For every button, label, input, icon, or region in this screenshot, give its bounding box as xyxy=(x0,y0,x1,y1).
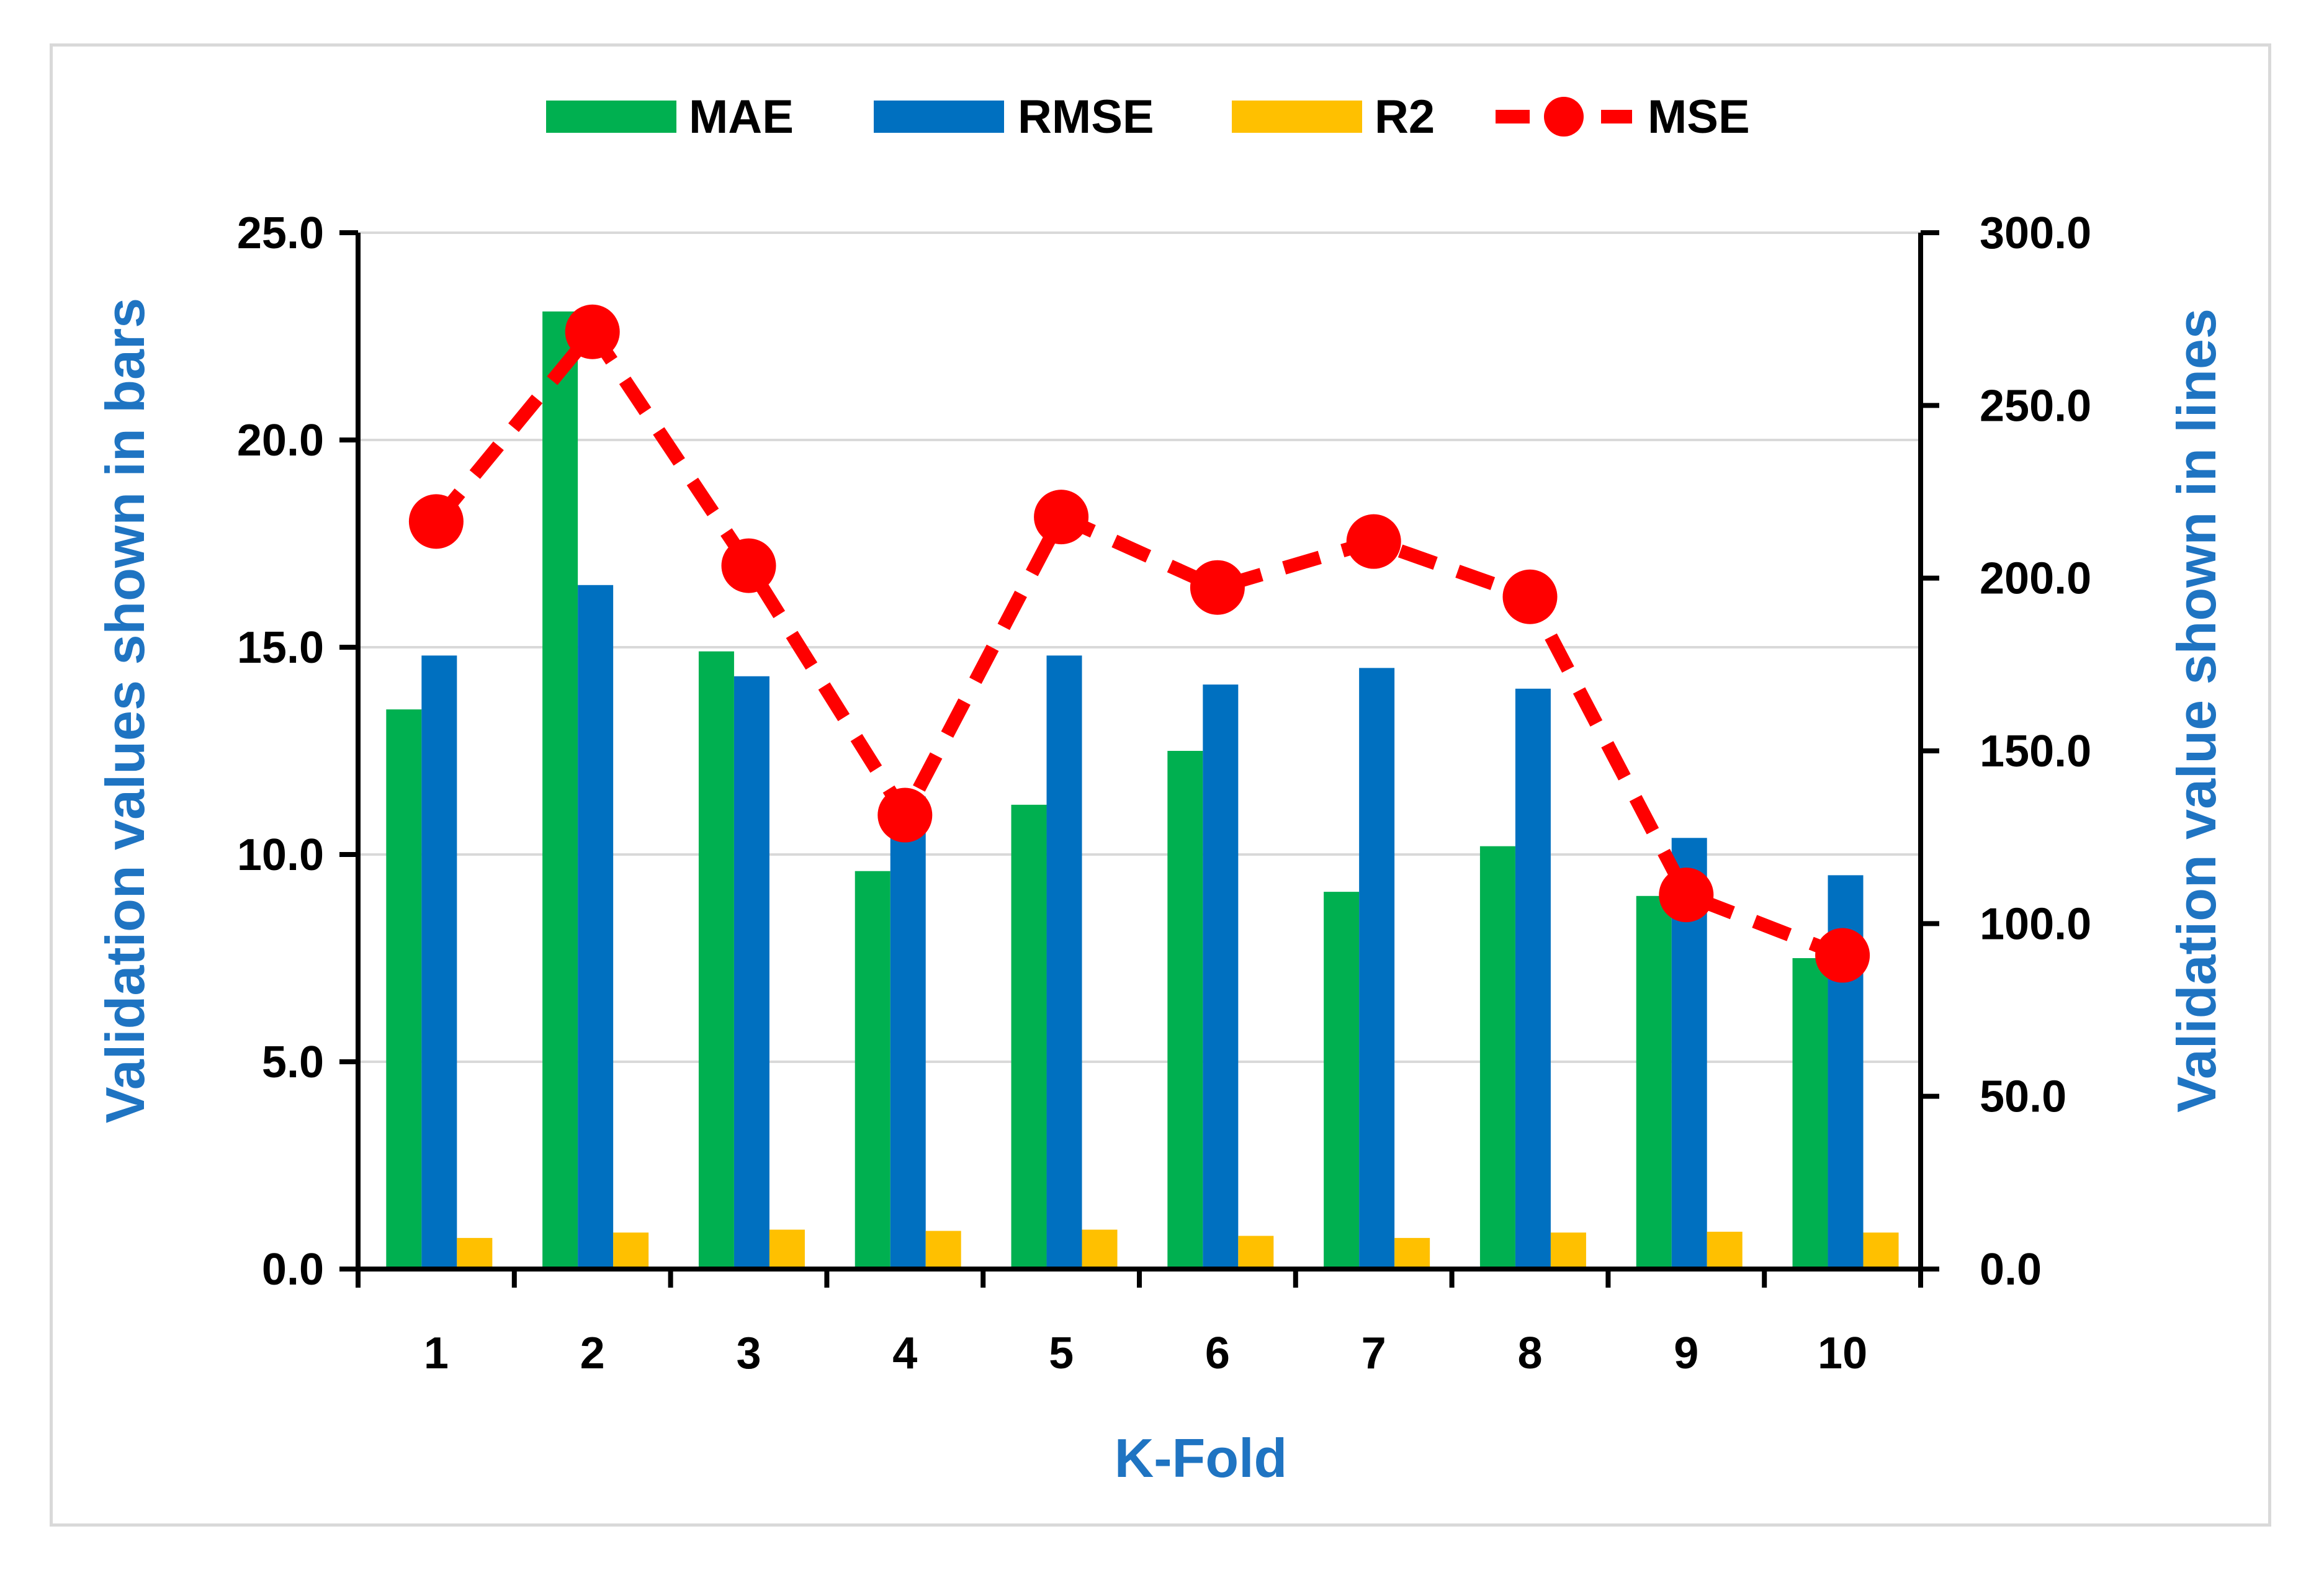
legend-label-rmse: RMSE xyxy=(1018,91,1154,143)
bar-mae-8 xyxy=(1479,846,1515,1269)
point-mse-3 xyxy=(721,538,776,593)
legend-label-mse: MSE xyxy=(1648,91,1750,143)
legend-swatch-rmse xyxy=(874,101,1004,133)
bar-rmse-7 xyxy=(1359,668,1395,1269)
point-mse-8 xyxy=(1502,569,1558,624)
bar-rmse-5 xyxy=(1046,655,1082,1269)
y2-tick-label: 200.0 xyxy=(1980,554,2091,604)
y-tick-label: 5.0 xyxy=(262,1038,324,1087)
point-mse-10 xyxy=(1815,928,1870,983)
x-tick-label: 3 xyxy=(736,1329,761,1378)
bar-mae-7 xyxy=(1324,892,1360,1269)
y-tick-label: 10.0 xyxy=(237,830,324,880)
x-tick-label: 5 xyxy=(1049,1329,1074,1378)
y2-axis-title: Validation value shown in lines xyxy=(2166,308,2227,1113)
bar-r2-3 xyxy=(769,1229,805,1269)
bar-rmse-6 xyxy=(1203,684,1239,1269)
bar-rmse-8 xyxy=(1515,688,1551,1269)
bar-mae-4 xyxy=(855,871,891,1269)
x-tick-label: 1 xyxy=(424,1329,449,1378)
bar-rmse-1 xyxy=(421,655,457,1269)
line-layer xyxy=(408,304,1870,983)
bar-r2-2 xyxy=(613,1232,649,1269)
x-tick-label: 2 xyxy=(580,1329,605,1378)
bar-mae-10 xyxy=(1792,958,1828,1269)
legend: MAE RMSE R2 MSE xyxy=(546,91,1750,143)
bar-r2-4 xyxy=(925,1231,961,1269)
bar-mae-3 xyxy=(698,651,734,1269)
bar-mae-2 xyxy=(542,311,578,1269)
point-mse-1 xyxy=(408,494,464,549)
y2-tick-label: 50.0 xyxy=(1980,1072,2066,1122)
line-mse xyxy=(431,325,1846,962)
y2-tick-label: 100.0 xyxy=(1980,899,2091,949)
bar-r2-10 xyxy=(1863,1232,1899,1269)
bar-mae-5 xyxy=(1011,804,1047,1269)
bar-r2-9 xyxy=(1707,1231,1743,1269)
x-tick-label: 10 xyxy=(1818,1329,1867,1378)
point-mse-9 xyxy=(1659,868,1714,923)
y-tick-label: 25.0 xyxy=(237,209,324,258)
bar-mae-6 xyxy=(1167,751,1203,1269)
bar-r2-8 xyxy=(1550,1232,1586,1269)
x-tick-label: 7 xyxy=(1362,1329,1386,1378)
point-mse-4 xyxy=(877,787,933,843)
bar-rmse-4 xyxy=(890,796,926,1269)
y-tick-label: 15.0 xyxy=(237,623,324,673)
x-tick-label: 4 xyxy=(892,1329,917,1378)
legend-swatch-r2 xyxy=(1232,101,1362,133)
y-tick-label: 0.0 xyxy=(262,1245,324,1294)
legend-swatch-mae xyxy=(546,101,676,133)
legend-label-mae: MAE xyxy=(689,91,794,143)
bar-rmse-2 xyxy=(578,585,614,1269)
axes: 0.0 5.0 10.0 15.0 20.0 25.0 0.0 50.0 100.0 150.0 2… xyxy=(237,209,2091,1378)
bar-r2-6 xyxy=(1238,1236,1274,1269)
y2-tick-label: 300.0 xyxy=(1980,209,2091,258)
y2-tick-label: 0.0 xyxy=(1980,1245,2042,1294)
legend-label-r2: R2 xyxy=(1375,91,1435,143)
point-mse-2 xyxy=(565,304,620,359)
y2-tick-label: 150.0 xyxy=(1980,727,2091,776)
x-tick-label: 9 xyxy=(1674,1329,1698,1378)
bar-rmse-3 xyxy=(734,676,769,1269)
y-axis-title: Validation values shown in bars xyxy=(94,298,156,1123)
point-mse-6 xyxy=(1190,560,1245,615)
bar-mae-9 xyxy=(1636,895,1672,1269)
x-tick-label: 6 xyxy=(1205,1329,1230,1378)
y2-tick-label: 250.0 xyxy=(1980,381,2091,431)
bars xyxy=(386,311,1899,1269)
x-tick-label: 8 xyxy=(1517,1329,1542,1378)
bar-r2-5 xyxy=(1082,1229,1118,1269)
legend-marker-mse xyxy=(1544,97,1584,137)
x-axis-title: K-Fold xyxy=(1115,1427,1288,1489)
y-tick-label: 20.0 xyxy=(237,416,324,465)
bar-r2-1 xyxy=(457,1237,493,1269)
point-mse-7 xyxy=(1346,514,1401,569)
bar-r2-7 xyxy=(1394,1237,1430,1269)
bar-mae-1 xyxy=(386,709,422,1269)
point-mse-5 xyxy=(1034,490,1089,545)
